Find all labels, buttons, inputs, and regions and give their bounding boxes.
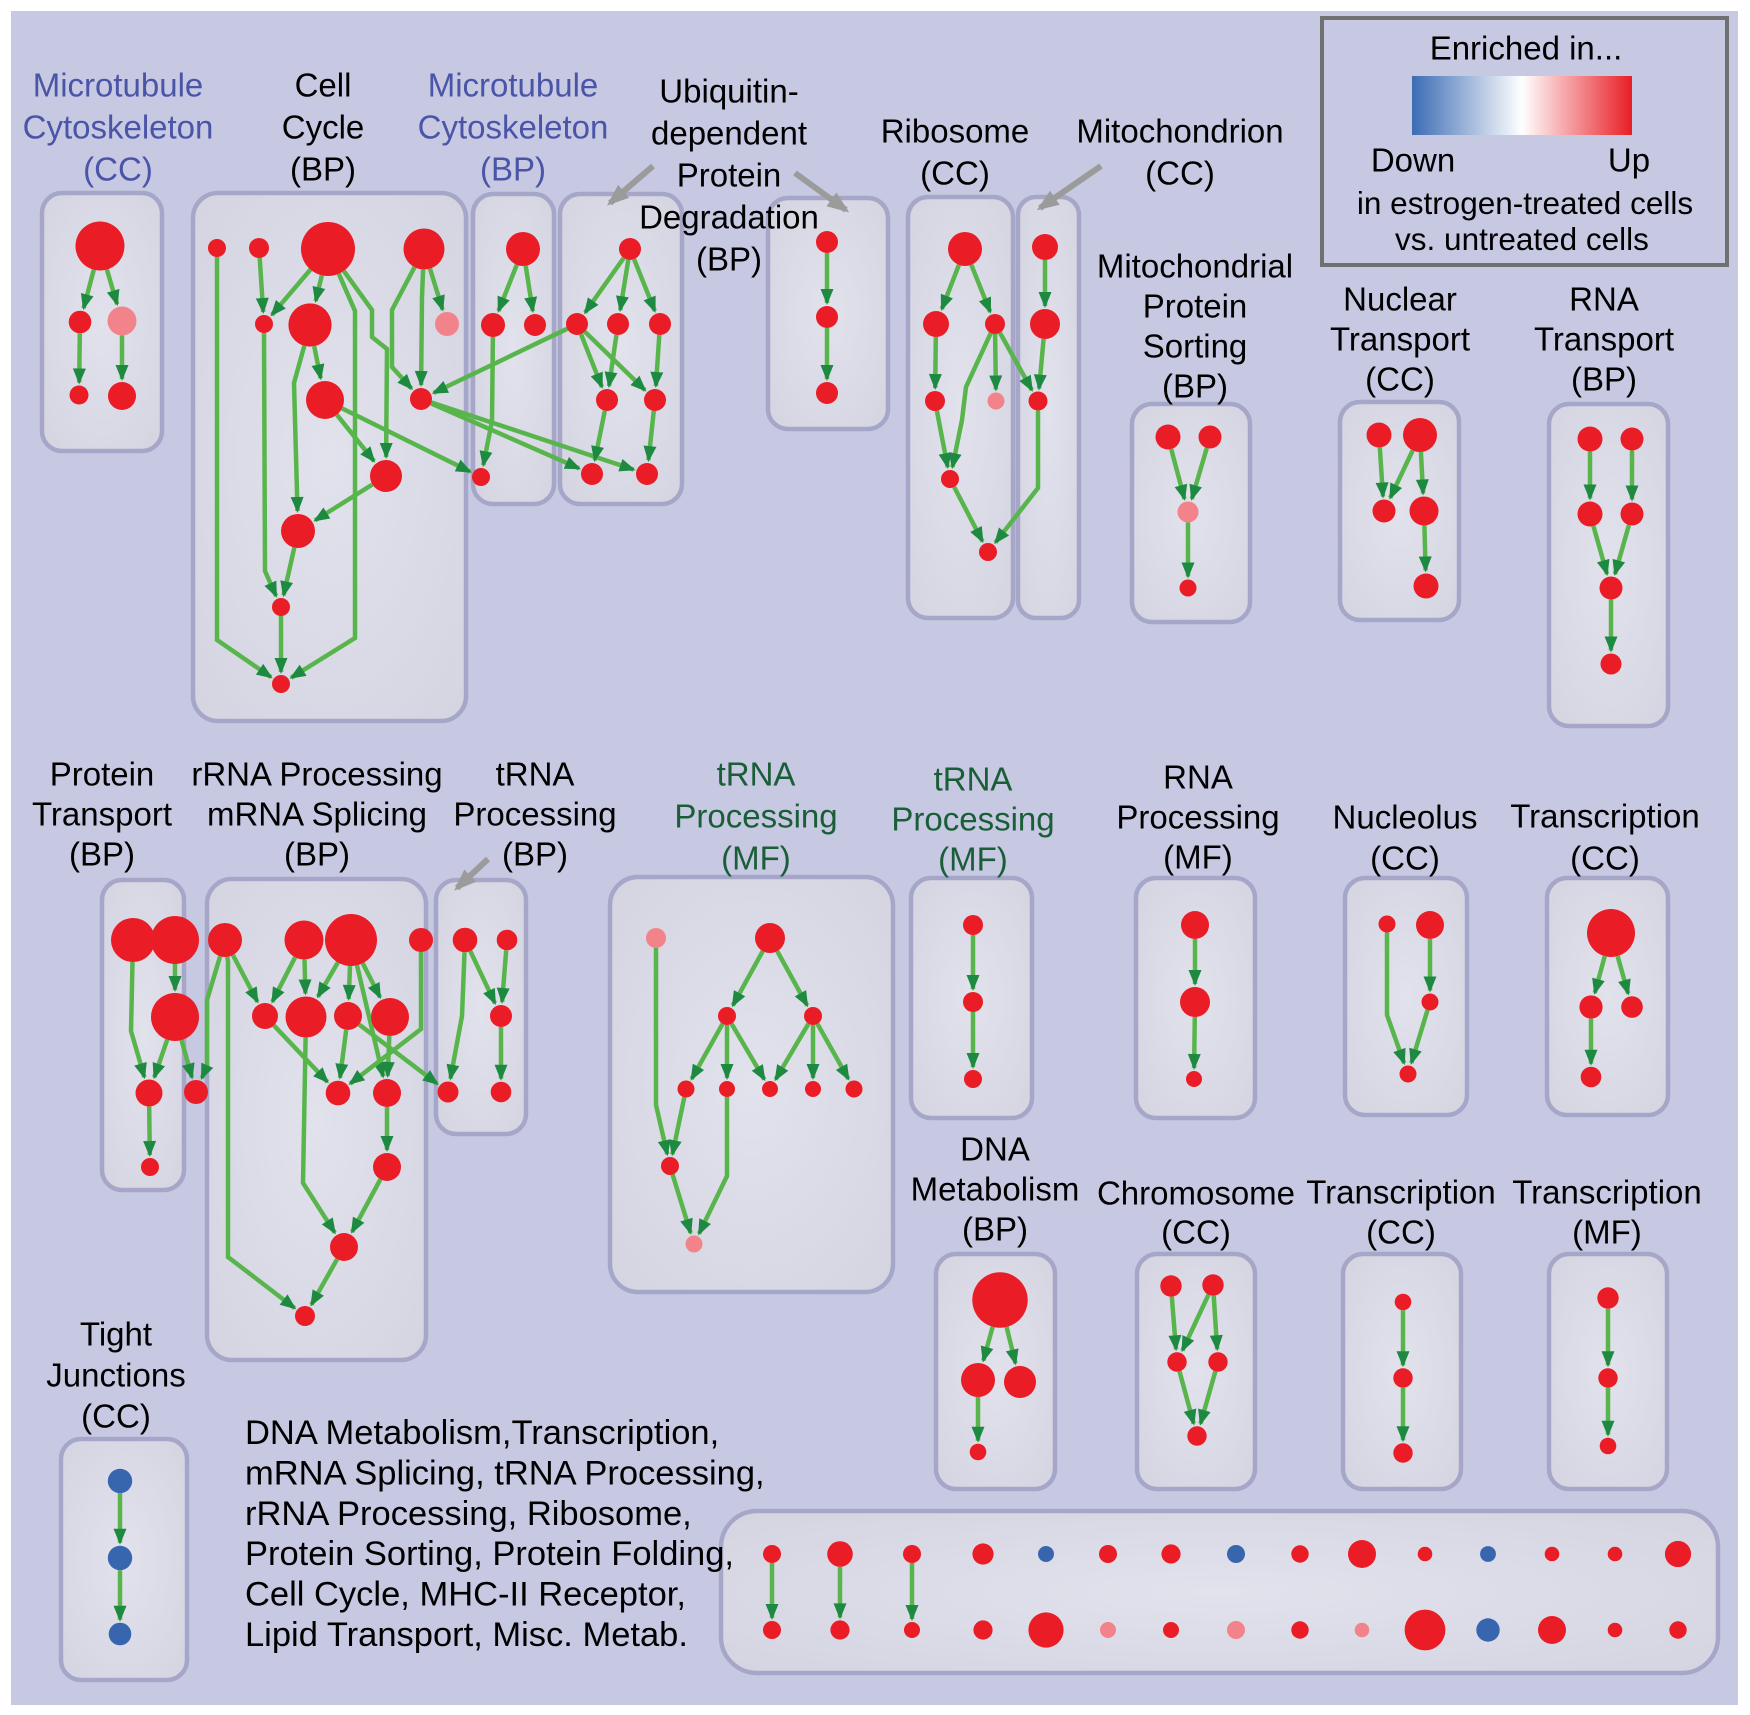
svg-text:Transcription: Transcription [1306, 1174, 1496, 1211]
svg-text:Down: Down [1371, 142, 1455, 179]
svg-text:Processing: Processing [453, 796, 616, 833]
svg-text:(MF): (MF) [721, 840, 791, 877]
svg-text:(BP): (BP) [502, 836, 568, 873]
svg-text:Cycle: Cycle [282, 109, 365, 146]
svg-text:Protein: Protein [50, 756, 155, 793]
svg-text:Cytoskeleton: Cytoskeleton [418, 109, 609, 146]
svg-text:(BP): (BP) [480, 151, 546, 188]
svg-text:rRNA Processing, Ribosome,: rRNA Processing, Ribosome, [245, 1495, 692, 1533]
svg-text:mRNA Splicing: mRNA Splicing [207, 796, 427, 833]
svg-text:(BP): (BP) [290, 151, 356, 188]
svg-text:rRNA Processing: rRNA Processing [191, 756, 442, 793]
svg-text:Cell Cycle, MHC-II Receptor,: Cell Cycle, MHC-II Receptor, [245, 1576, 686, 1614]
svg-text:RNA: RNA [1569, 281, 1639, 318]
svg-text:(CC): (CC) [1366, 1214, 1436, 1251]
svg-text:DNA Metabolism,Transcription,: DNA Metabolism,Transcription, [245, 1414, 719, 1452]
svg-text:tRNA: tRNA [717, 756, 796, 793]
svg-text:Processing: Processing [891, 801, 1054, 838]
svg-text:Tight: Tight [80, 1316, 152, 1353]
svg-text:Lipid Transport, Misc. Metab.: Lipid Transport, Misc. Metab. [245, 1616, 688, 1654]
svg-text:Metabolism: Metabolism [911, 1171, 1080, 1208]
svg-text:Up: Up [1608, 142, 1650, 179]
svg-text:Processing: Processing [1116, 799, 1279, 836]
svg-text:(BP): (BP) [1571, 361, 1637, 398]
svg-text:Enriched in...: Enriched in... [1430, 30, 1623, 67]
svg-text:Mitochondrion: Mitochondrion [1076, 113, 1283, 150]
svg-text:Nucleolus: Nucleolus [1333, 799, 1478, 836]
svg-text:Chromosome: Chromosome [1097, 1175, 1295, 1212]
svg-text:vs. untreated cells: vs. untreated cells [1395, 221, 1649, 257]
svg-text:Protein Sorting, Protein Foldi: Protein Sorting, Protein Folding, [245, 1535, 734, 1573]
svg-text:(CC): (CC) [81, 1398, 151, 1435]
svg-text:(BP): (BP) [696, 241, 762, 278]
svg-text:Degradation: Degradation [639, 199, 819, 236]
svg-text:Ribosome: Ribosome [881, 113, 1030, 150]
svg-text:(MF): (MF) [1163, 839, 1233, 876]
svg-text:tRNA: tRNA [496, 756, 575, 793]
svg-text:DNA: DNA [960, 1131, 1030, 1168]
svg-text:(BP): (BP) [1162, 368, 1228, 405]
svg-text:Transport: Transport [1534, 321, 1674, 358]
svg-text:Microtubule: Microtubule [428, 67, 599, 104]
svg-text:(BP): (BP) [962, 1211, 1028, 1248]
svg-text:(BP): (BP) [69, 836, 135, 873]
svg-text:Cytoskeleton: Cytoskeleton [23, 109, 214, 146]
svg-text:(MF): (MF) [1572, 1214, 1642, 1251]
svg-text:(CC): (CC) [1370, 840, 1440, 877]
svg-text:mRNA Splicing, tRNA Processing: mRNA Splicing, tRNA Processing, [245, 1454, 765, 1492]
svg-text:Processing: Processing [674, 798, 837, 835]
svg-text:dependent: dependent [651, 115, 807, 152]
svg-text:Microtubule: Microtubule [33, 67, 204, 104]
svg-text:Sorting: Sorting [1143, 328, 1248, 365]
svg-text:in estrogen-treated cells: in estrogen-treated cells [1357, 185, 1693, 221]
svg-text:Cell: Cell [295, 67, 352, 104]
svg-text:(MF): (MF) [938, 841, 1008, 878]
svg-text:Protein: Protein [677, 157, 782, 194]
svg-text:Transport: Transport [32, 796, 172, 833]
svg-text:Ubiquitin-: Ubiquitin- [659, 73, 798, 110]
svg-text:(CC): (CC) [920, 155, 990, 192]
svg-text:RNA: RNA [1163, 759, 1233, 796]
svg-text:(CC): (CC) [1570, 840, 1640, 877]
svg-text:(BP): (BP) [284, 836, 350, 873]
svg-text:(CC): (CC) [1161, 1214, 1231, 1251]
svg-text:Transport: Transport [1330, 321, 1470, 358]
svg-text:Mitochondrial: Mitochondrial [1097, 248, 1293, 285]
svg-text:Protein: Protein [1143, 288, 1248, 325]
svg-text:Transcription: Transcription [1510, 798, 1700, 835]
svg-text:Transcription: Transcription [1512, 1174, 1702, 1211]
svg-text:(CC): (CC) [83, 151, 153, 188]
svg-text:(CC): (CC) [1145, 155, 1215, 192]
svg-text:tRNA: tRNA [934, 761, 1013, 798]
svg-text:(CC): (CC) [1365, 361, 1435, 398]
svg-text:Nuclear: Nuclear [1343, 281, 1457, 318]
svg-text:Junctions: Junctions [46, 1357, 185, 1394]
